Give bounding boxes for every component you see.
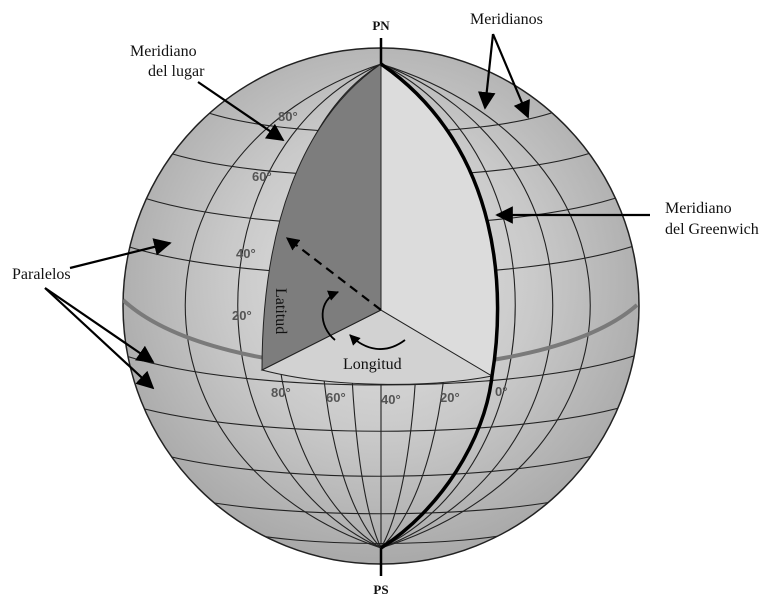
- meridianos-label: Meridianos: [470, 11, 543, 28]
- meridiano-greenwich-label-line1: Meridiano: [665, 200, 732, 217]
- latitude-tick-80: 80°: [278, 109, 298, 124]
- longitude-tick-60: 60°: [326, 390, 346, 405]
- latitude-vector: [285, 237, 382, 311]
- latitude-arc: [321, 290, 340, 341]
- longitude-arc: [349, 334, 406, 350]
- pole-south-label: PS: [373, 582, 388, 597]
- pole-north-label: PN: [372, 18, 390, 33]
- meridiano-lugar-label-line2: del lugar: [148, 63, 205, 80]
- greenwich-meridian: [380, 62, 500, 550]
- wedge-floor: [260, 309, 494, 385]
- latitude-tick-60: 60°: [252, 169, 272, 184]
- paralelos-label: Paralelos: [12, 266, 71, 283]
- latitude-tick-40: 40°: [236, 246, 256, 261]
- longitude-tick-20: 20°: [440, 390, 460, 405]
- callout-arrows: [44, 33, 650, 390]
- meridiano-lugar-label-line1: Meridiano: [130, 43, 197, 60]
- latitude-tick-20: 20°: [232, 308, 252, 323]
- longitud-label: Longitud: [343, 356, 402, 373]
- longitude-tick-80: 80°: [271, 385, 291, 400]
- longitude-tick-40: 40°: [381, 392, 401, 407]
- longitude-tick-0: 0°: [495, 384, 507, 399]
- local-meridian-plane: [261, 63, 382, 371]
- latitud-label: Latitud: [272, 288, 289, 334]
- meridiano-greenwich-label-line2: del Greenwich: [665, 221, 759, 238]
